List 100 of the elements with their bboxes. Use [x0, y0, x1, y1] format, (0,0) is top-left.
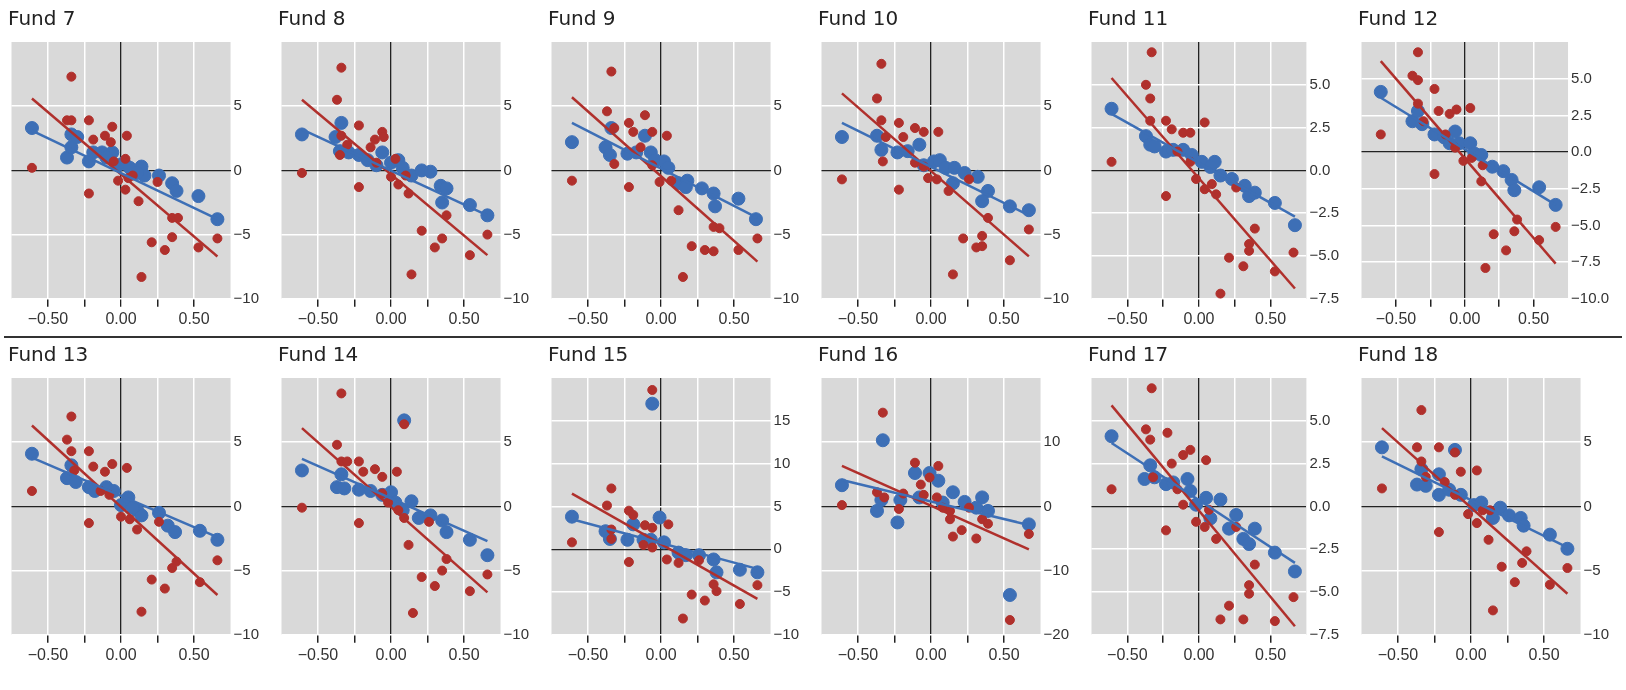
y-tick-label: −10: [503, 288, 530, 306]
x-tick-label: −0.50: [567, 309, 609, 327]
x-tick-label: −0.50: [1107, 309, 1148, 327]
y-tick-label: 0.0: [1309, 496, 1331, 514]
y-tick-label: −10: [1043, 288, 1070, 306]
x-tick-label: 0.50: [1255, 645, 1287, 663]
y-tick-label: −2.5: [1309, 203, 1340, 221]
x-tick-label: −0.50: [27, 309, 69, 327]
x-tick-label: −0.50: [1377, 645, 1419, 663]
x-tick-label: 0.00: [1183, 309, 1215, 327]
x-tick-label: −0.50: [1375, 309, 1417, 327]
y-tick-label: −5.0: [1571, 215, 1601, 233]
x-tick-label: 0.00: [1449, 309, 1481, 327]
x-tick-label: 0.50: [988, 309, 1020, 327]
y-tick-label: 15: [773, 410, 791, 428]
y-tick-label: −5: [233, 224, 251, 242]
x-tick-label: −0.50: [297, 309, 339, 327]
chart-title: Fund 9: [548, 6, 616, 31]
y-tick-label: 5: [773, 96, 782, 114]
y-tick-label: −5: [503, 560, 521, 578]
x-tick-label: 0.00: [915, 645, 947, 663]
chart-title: Fund 14: [278, 342, 359, 367]
x-tick-label: 0.50: [718, 645, 750, 663]
y-tick-label: 2.5: [1571, 105, 1592, 123]
y-tick-label: 10: [1043, 432, 1061, 450]
y-tick-label: 5: [773, 496, 782, 514]
y-tick-label: −5.0: [1309, 582, 1340, 600]
y-tick-label: −5.0: [1309, 246, 1340, 264]
x-tick-label: 0.00: [105, 309, 137, 327]
y-tick-label: 0.0: [1571, 142, 1592, 160]
x-tick-label: 0.50: [448, 309, 480, 327]
x-tick-label: 0.00: [375, 645, 407, 663]
x-tick-label: 0.00: [645, 309, 677, 327]
x-tick-label: 0.00: [375, 309, 407, 327]
y-tick-label: −2.5: [1309, 539, 1340, 557]
chart-title: Fund 11: [1088, 6, 1169, 31]
y-tick-label: 0: [233, 496, 242, 514]
chart-title: Fund 13: [8, 342, 89, 367]
y-tick-label: −10: [773, 624, 800, 642]
y-tick-label: 5.0: [1309, 410, 1331, 428]
y-tick-label: −5: [233, 560, 251, 578]
x-tick-label: 0.50: [988, 645, 1020, 663]
x-tick-label: −0.50: [837, 309, 879, 327]
y-tick-label: −10: [1583, 624, 1610, 642]
y-tick-label: 0: [233, 160, 242, 178]
y-tick-label: −7.5: [1571, 252, 1601, 270]
y-tick-label: −7.5: [1309, 288, 1340, 306]
y-tick-label: 0: [1043, 496, 1052, 514]
y-tick-label: 0: [1583, 496, 1592, 514]
y-tick-label: 5.0: [1309, 74, 1331, 92]
x-tick-label: 0.50: [1528, 645, 1560, 663]
y-tick-label: 5: [233, 96, 242, 114]
chart-title: Fund 16: [818, 342, 899, 367]
chart-title: Fund 10: [818, 6, 899, 31]
y-tick-label: −10: [1043, 560, 1070, 578]
x-tick-label: −0.50: [1107, 645, 1148, 663]
chart-title: Fund 17: [1088, 342, 1169, 367]
y-tick-label: 0: [773, 539, 782, 557]
y-tick-label: 5: [1043, 96, 1052, 114]
x-tick-label: 0.50: [1518, 309, 1550, 327]
x-tick-label: 0.50: [178, 309, 210, 327]
y-tick-label: 5: [1583, 432, 1592, 450]
y-tick-label: −2.5: [1571, 178, 1601, 196]
y-tick-label: 10: [773, 453, 791, 471]
y-tick-label: −10: [233, 288, 260, 306]
y-tick-label: 2.5: [1309, 453, 1331, 471]
y-tick-label: 0: [773, 160, 782, 178]
y-tick-label: 0: [1043, 160, 1052, 178]
chart-title: Fund 7: [8, 6, 76, 31]
y-tick-label: 0: [503, 160, 512, 178]
x-tick-label: 0.50: [1255, 309, 1287, 327]
y-tick-label: −5: [773, 224, 791, 242]
x-tick-label: 0.50: [178, 645, 210, 663]
y-tick-label: 2.5: [1309, 117, 1331, 135]
x-tick-label: 0.00: [915, 309, 947, 327]
x-tick-label: −0.50: [567, 645, 609, 663]
y-tick-label: −10: [773, 288, 800, 306]
x-tick-label: 0.00: [1455, 645, 1487, 663]
x-tick-label: 0.00: [1183, 645, 1215, 663]
x-tick-label: −0.50: [297, 645, 339, 663]
x-tick-label: −0.50: [837, 645, 879, 663]
y-tick-label: 5: [503, 432, 512, 450]
x-tick-label: 0.50: [448, 645, 480, 663]
y-tick-label: 5: [233, 432, 242, 450]
chart-title: Fund 12: [1358, 6, 1439, 31]
chart-title: Fund 18: [1358, 342, 1439, 367]
y-tick-label: −20: [1043, 624, 1070, 642]
y-tick-label: −7.5: [1309, 624, 1340, 642]
y-tick-label: −10.0: [1571, 288, 1610, 306]
y-tick-label: −5: [503, 224, 521, 242]
x-tick-label: 0.00: [105, 645, 137, 663]
y-tick-label: −10: [503, 624, 530, 642]
x-tick-label: 0.00: [645, 645, 677, 663]
x-tick-label: −0.50: [27, 645, 69, 663]
x-tick-label: 0.50: [718, 309, 750, 327]
y-tick-label: 5: [503, 96, 512, 114]
chart-title: Fund 8: [278, 6, 346, 31]
y-tick-label: −5: [1583, 560, 1601, 578]
y-tick-label: 0.0: [1309, 160, 1331, 178]
y-tick-label: −5: [1043, 224, 1061, 242]
